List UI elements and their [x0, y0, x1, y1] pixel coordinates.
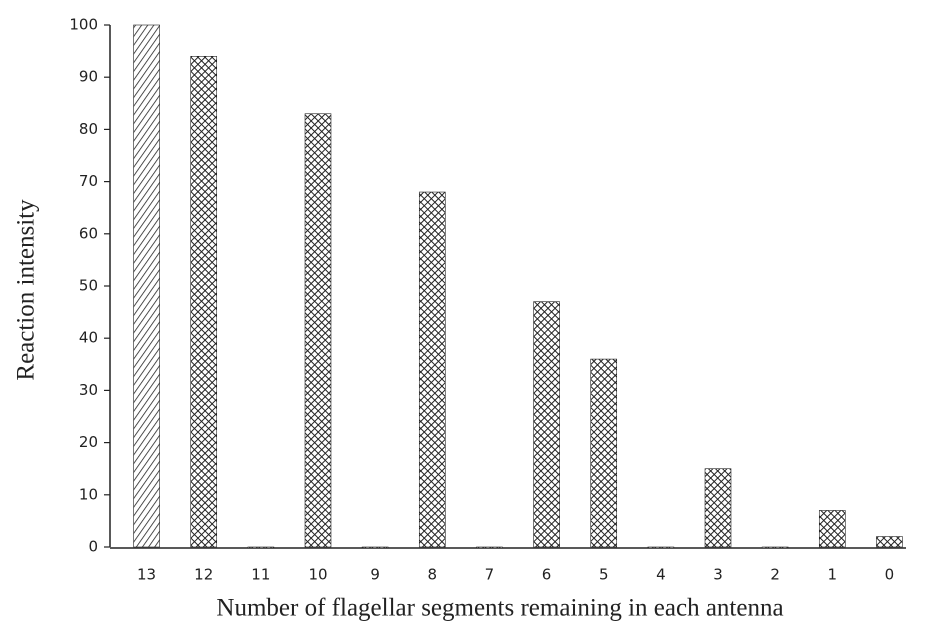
x-tick-label: 13: [137, 566, 156, 584]
bar: [818, 510, 846, 548]
bar: [304, 113, 332, 548]
x-tick-label: 7: [485, 566, 495, 584]
bar: [761, 546, 789, 549]
y-tick-label: 70: [79, 172, 98, 190]
y-tick-label: 0: [88, 538, 98, 556]
y-tick-label: 80: [79, 120, 98, 138]
bar: [533, 301, 560, 548]
x-tick-label: 0: [885, 566, 895, 584]
bar: [190, 56, 218, 548]
bar: [590, 358, 618, 548]
x-tick-label: 12: [194, 566, 213, 584]
y-tick-label: 60: [79, 224, 98, 242]
y-tick-label: 10: [79, 485, 98, 503]
x-tick-label: 10: [308, 566, 327, 584]
bar: [418, 191, 446, 548]
y-tick-label: 30: [79, 381, 98, 399]
bar: [247, 546, 275, 549]
x-tick-label: 6: [542, 566, 552, 584]
x-tick-label: 8: [428, 566, 438, 584]
bar: [133, 24, 160, 548]
y-tick-label: 100: [69, 16, 98, 34]
y-tick-label: 40: [79, 329, 98, 347]
y-tick-label: 20: [79, 433, 98, 451]
bar: [876, 536, 903, 548]
bar: [704, 468, 732, 548]
x-tick-label: 2: [770, 566, 780, 584]
y-tick-label: 50: [79, 277, 98, 295]
x-tick-label: 11: [251, 566, 270, 584]
x-tick-label: 9: [370, 566, 380, 584]
x-tick-label: 5: [599, 566, 609, 584]
bar: [647, 546, 675, 549]
x-tick-label: 3: [713, 566, 723, 584]
x-axis-label: Number of flagellar segments remaining i…: [216, 595, 783, 622]
y-tick-label: 90: [79, 68, 98, 86]
y-axis-label: Reaction intensity: [13, 199, 40, 381]
x-tick-label: 4: [656, 566, 666, 584]
x-tick-label: 1: [828, 566, 838, 584]
bar: [476, 546, 503, 549]
bar: [361, 546, 389, 549]
